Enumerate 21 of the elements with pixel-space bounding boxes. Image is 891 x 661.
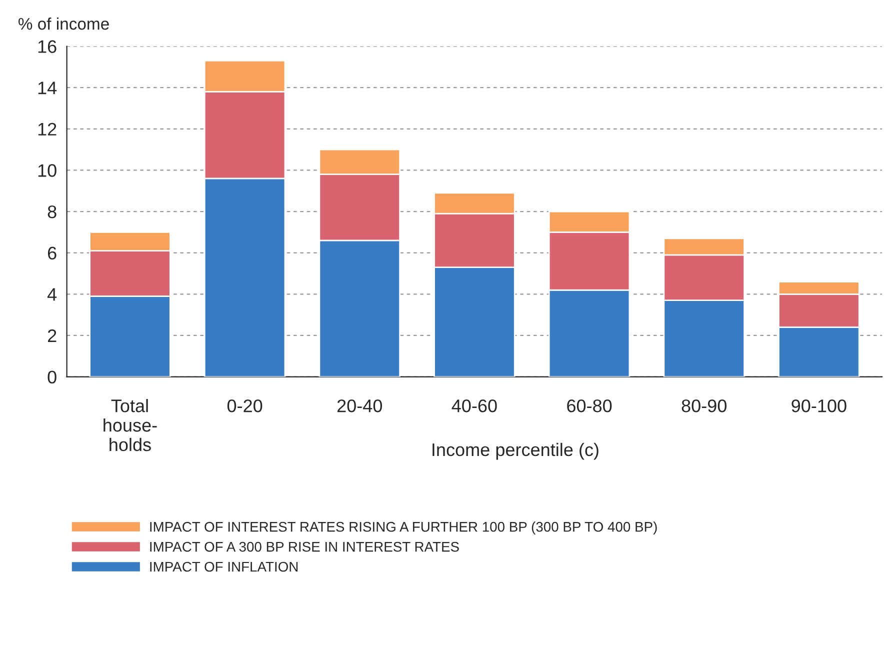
x-tick-label: 40-60 xyxy=(452,399,497,412)
y-axis-title: % of income xyxy=(18,18,109,30)
legend-label: IMPACT OF A 300 BP RISE IN INTEREST RATES xyxy=(150,542,459,552)
y-tick-label: 10 xyxy=(38,164,56,177)
x-tick-label: 20-40 xyxy=(337,399,382,412)
y-tick-label: 4 xyxy=(47,288,57,301)
y-tick-label: 8 xyxy=(48,205,56,218)
y-tick-label: 16 xyxy=(38,40,56,53)
legend-label: IMPACT OF INFLATION xyxy=(150,562,298,572)
y-tick-label: 12 xyxy=(38,122,56,136)
y-tick-label: 2 xyxy=(48,329,56,342)
x-axis-title: Income percentile (c) xyxy=(432,442,598,460)
x-tick-label: 0-20 xyxy=(227,399,262,412)
x-tick-label: Total house- holds xyxy=(104,398,157,452)
y-tick-label: 6 xyxy=(48,246,56,260)
x-tick-label: 80-90 xyxy=(682,399,726,412)
x-tick-label: 60-80 xyxy=(567,399,612,412)
x-tick-label: 90-100 xyxy=(792,399,846,412)
legend-label: IMPACT OF INTEREST RATES RISING A FURTHER 100 BP (300 BP TO 400 BP) xyxy=(150,522,657,534)
y-tick-label: 14 xyxy=(38,82,57,94)
y-tick-label: 0 xyxy=(48,370,56,384)
